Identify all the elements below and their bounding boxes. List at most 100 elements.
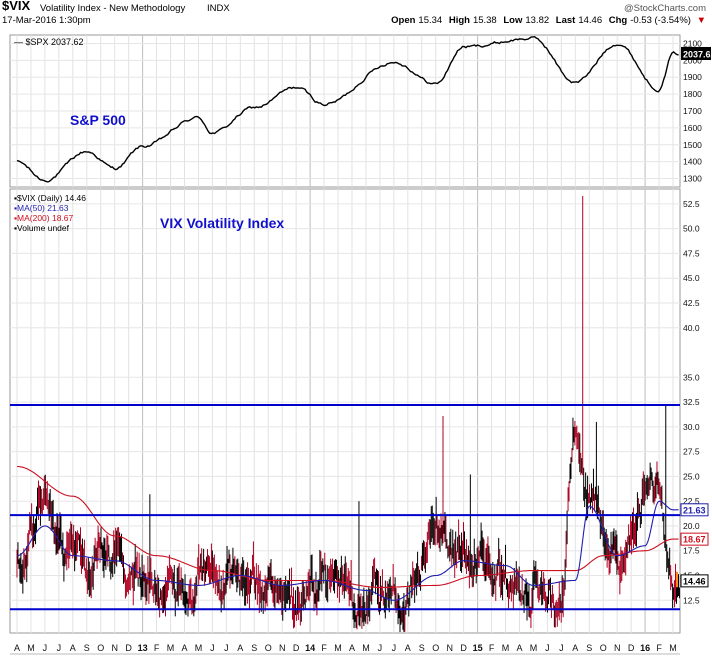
index-name: Volatility Index - New Methodology (40, 3, 186, 14)
vix-legend-item: ▪$VIX (Daily) 14.46 (14, 193, 86, 203)
open-value: 15.34 (418, 15, 443, 26)
x-tick-label: M (502, 643, 510, 653)
vix-y-tick-label: 12.5 (683, 595, 700, 605)
vix-y-tick-label: 35.0 (683, 372, 700, 382)
x-tick-label: N (614, 643, 621, 653)
x-tick-label: F (656, 643, 662, 653)
x-tick-label: 16 (640, 643, 650, 653)
x-tick-label: M (195, 643, 203, 653)
open-label: Open (391, 15, 416, 26)
x-tick-label: J (392, 643, 397, 653)
x-tick-label: S (84, 643, 90, 653)
x-tick-label: J (378, 643, 383, 653)
vix-y-tick-label: 42.5 (683, 298, 700, 308)
vix-legend-item: ▪Volume undef (14, 223, 70, 233)
vix-last-value-label: 18.67 (683, 535, 706, 545)
vix-last-value-label: 14.46 (683, 576, 706, 586)
vix-last-value-box (680, 574, 709, 588)
x-tick-label: S (419, 643, 425, 653)
vix-y-tick-label: 45.0 (683, 273, 700, 283)
vix-y-tick-label: 52.5 (683, 199, 700, 209)
low-label: Low (503, 15, 523, 26)
vix-y-tick-label: 27.5 (683, 447, 700, 457)
down-arrow-icon: ▼ (696, 15, 706, 26)
x-tick-label: S (251, 643, 257, 653)
x-tick-label: F (154, 643, 160, 653)
vix-y-tick-label: 40.0 (683, 323, 700, 333)
x-tick-label: M (362, 643, 370, 653)
last-value: 14.46 (578, 15, 603, 26)
last-label: Last (555, 15, 576, 26)
low-value: 13.82 (525, 15, 550, 26)
x-tick-label: 14 (305, 643, 315, 653)
vix-y-tick-label: 25.0 (683, 471, 700, 481)
x-tick-label: J (224, 643, 229, 653)
spx-y-tick-label: 1700 (683, 106, 702, 116)
spx-y-tick-label: 1800 (683, 89, 702, 99)
vix-y-tick-label: 30.0 (683, 422, 700, 432)
x-tick-label: J (210, 643, 215, 653)
x-tick-label: S (586, 643, 592, 653)
x-tick-label: A (181, 643, 187, 653)
vix-y-tick-label: 32.5 (683, 397, 700, 407)
vix-last-value-box (680, 503, 709, 517)
ma50-line (16, 500, 679, 601)
x-tick-label: N (111, 643, 118, 653)
spx-last-value-box (681, 46, 711, 60)
x-tick-label: D (293, 643, 300, 653)
vix-y-tick-label: 22.5 (683, 496, 700, 506)
quote-bar: Open 15.34 High 15.38 Low 13.82 Last 14.46 C… (391, 15, 706, 26)
x-tick-label: F (321, 643, 327, 653)
x-tick-label: M (27, 643, 35, 653)
ma200-line (17, 465, 679, 588)
x-tick-label: A (405, 643, 411, 653)
spx-y-tick-label: 1300 (683, 174, 702, 184)
x-tick-label: O (432, 643, 439, 653)
spx-y-tick-label: 1900 (683, 72, 702, 82)
x-tick-label: D (125, 643, 132, 653)
chg-value: -0.53 (-3.54%) (630, 15, 691, 26)
x-tick-label: D (460, 643, 467, 653)
spx-last-value-label: 2037.62 (683, 49, 712, 59)
high-value: 15.38 (472, 15, 497, 26)
x-tick-label: A (70, 643, 76, 653)
x-tick-label: J (545, 643, 550, 653)
x-tick-label: M (530, 643, 538, 653)
vix-y-tick-label: 17.5 (683, 546, 700, 556)
x-tick-label: O (265, 643, 272, 653)
vix-y-tick-label: 47.5 (683, 248, 700, 258)
x-tick-label: M (669, 643, 677, 653)
exchange-label: INDX (207, 3, 230, 14)
x-tick-label: M (334, 643, 342, 653)
x-tick-label: M (167, 643, 175, 653)
spx-y-tick-label: 1500 (683, 140, 702, 150)
timestamp: 17-Mar-2016 1:30pm (2, 15, 91, 26)
vix-last-value-label: 21.63 (683, 505, 706, 515)
x-tick-label: A (14, 643, 20, 653)
x-tick-label: J (559, 643, 564, 653)
x-tick-label: 15 (473, 643, 483, 653)
ticker-symbol: $VIX (2, 0, 31, 13)
x-tick-label: J (57, 643, 62, 653)
vix-y-tick-label: 50.0 (683, 224, 700, 234)
x-tick-label: A (516, 643, 522, 653)
x-tick-label: N (279, 643, 286, 653)
x-tick-label: A (349, 643, 355, 653)
spx-y-tick-label: 2100 (683, 38, 702, 48)
high-label: High (448, 15, 470, 26)
spx-price-line (16, 35, 679, 183)
chg-label: Chg (608, 15, 628, 26)
x-tick-label: N (446, 643, 453, 653)
brand-label: @StockCharts.com (624, 3, 706, 14)
vix-legend-item: ▪MA(50) 21.63 (14, 203, 69, 213)
x-tick-label: D (628, 643, 635, 653)
spx-y-tick-label: 1400 (683, 157, 702, 167)
x-tick-label: O (600, 643, 607, 653)
vix-annotation: VIX Volatility Index (160, 215, 284, 231)
x-tick-label: A (572, 643, 578, 653)
x-tick-label: A (237, 643, 243, 653)
spx-y-tick-label: 1600 (683, 123, 702, 133)
x-tick-label: F (489, 643, 495, 653)
spx-legend: — $SPX 2037.62 (14, 37, 84, 47)
